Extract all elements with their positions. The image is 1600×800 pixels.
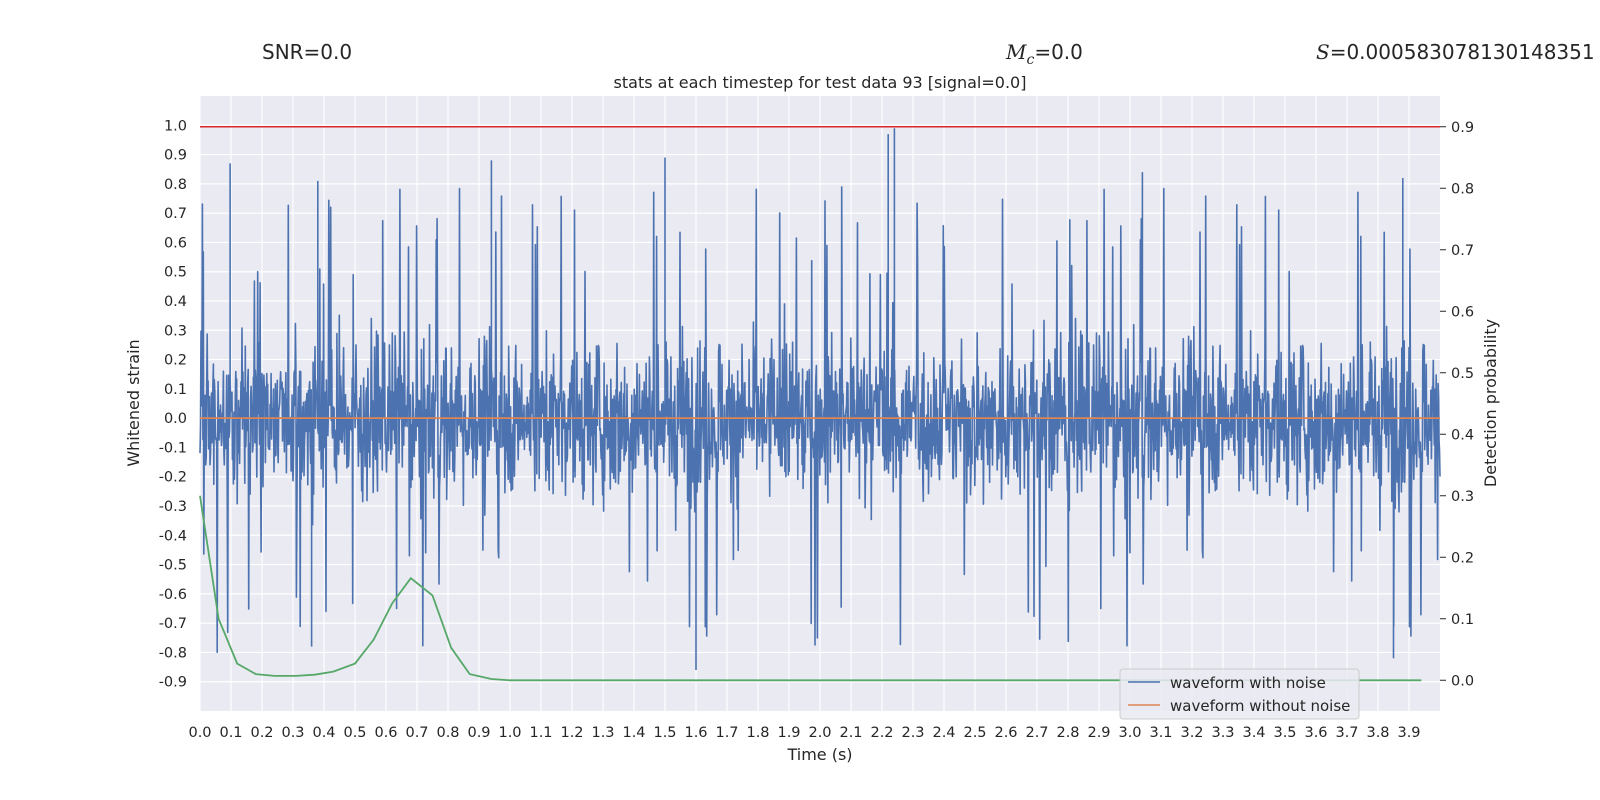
y-tick-label-left: -0.6 [159, 587, 187, 603]
y-tick-label-right: 0.7 [1451, 243, 1474, 259]
x-tick-label: 0.5 [343, 725, 366, 741]
s-symbol: S [1316, 40, 1330, 64]
x-tick-label: 3.4 [1242, 725, 1265, 741]
x-tick-label: 2.9 [1087, 725, 1110, 741]
x-tick-label: 3.0 [1118, 725, 1141, 741]
x-tick-label: 2.0 [808, 725, 831, 741]
x-tick-label: 0.3 [281, 725, 304, 741]
x-tick-label: 0.7 [405, 725, 428, 741]
x-tick-label: 1.1 [529, 725, 552, 741]
x-tick-label: 1.8 [746, 725, 769, 741]
x-tick-label: 2.7 [1025, 725, 1048, 741]
chirp-mass-symbol: M [1006, 40, 1027, 64]
x-tick-label: 3.3 [1211, 725, 1234, 741]
chart-title: stats at each timestep for test data 93 … [614, 73, 1027, 92]
x-tick-label: 3.8 [1366, 725, 1389, 741]
y-tick-label-right: 0.6 [1451, 304, 1474, 320]
y-axis-label-right: Detection probability [1481, 319, 1500, 487]
x-tick-label: 0.6 [374, 725, 397, 741]
chirp-mass-label: Mc=0.0 [1006, 40, 1083, 68]
s-value-label: S=0.000583078130148351 [1316, 40, 1595, 64]
x-tick-label: 1.9 [777, 725, 800, 741]
x-tick-label: 2.8 [1056, 725, 1079, 741]
y-tick-label-right: 0.3 [1451, 489, 1474, 505]
x-axis-label: Time (s) [786, 745, 852, 764]
x-tick-label: 3.7 [1335, 725, 1358, 741]
x-tick-label: 0.4 [312, 725, 335, 741]
waveform-with-noise-line [199, 128, 1441, 670]
chirp-mass-value: =0.0 [1034, 40, 1083, 64]
chirp-mass-subscript: c [1026, 52, 1035, 68]
y-tick-label-right: 0.2 [1451, 550, 1474, 566]
y-tick-label-left: -0.4 [159, 528, 187, 544]
x-tick-label: 2.1 [839, 725, 862, 741]
y-tick-label-left: -0.8 [159, 645, 187, 661]
y-tick-label-left: 1.0 [164, 118, 187, 134]
x-tick-label: 2.4 [932, 725, 955, 741]
noise-waveform [199, 128, 1441, 670]
y-tick-label-left: 0.7 [164, 206, 187, 222]
x-tick-label: 3.6 [1304, 725, 1327, 741]
x-tick-label: 3.5 [1273, 725, 1296, 741]
y-tick-label-left: -0.3 [159, 499, 187, 515]
x-tick-label: 1.0 [498, 725, 521, 741]
y-tick-label-right: 0.4 [1451, 427, 1474, 443]
y-ticks-right: 0.9 0.8 0.7 0.6 0.5 0.4 0.3 0.2 0.1 0.0 [1440, 120, 1474, 689]
y-tick-label-left: 0.6 [164, 235, 187, 251]
x-tick-label: 2.6 [994, 725, 1017, 741]
y-tick-label-right: 0.8 [1451, 181, 1474, 197]
y-tick-label-left: -0.1 [159, 440, 187, 456]
x-tick-label: 1.5 [653, 725, 676, 741]
y-tick-label-left: 0.2 [164, 353, 187, 369]
y-tick-label-left: -0.7 [159, 616, 187, 632]
legend: waveform with noise waveform without noi… [1119, 668, 1360, 720]
x-tick-label: 3.2 [1180, 725, 1203, 741]
x-tick-label: 2.2 [870, 725, 893, 741]
x-tick-label: 1.2 [560, 725, 583, 741]
y-tick-label-left: 0.1 [164, 382, 187, 398]
y-tick-label-left: 0.9 [164, 148, 187, 164]
y-tick-label-left: 0.3 [164, 323, 187, 339]
x-tick-label: 3.9 [1397, 725, 1420, 741]
x-tick-label: 1.4 [622, 725, 645, 741]
x-tick-label: 0.0 [188, 725, 211, 741]
y-tick-label-left: 0.0 [164, 411, 187, 427]
legend-label-noise: waveform with noise [1170, 674, 1326, 692]
x-tick-label: 0.1 [219, 725, 242, 741]
x-tick-label: 0.8 [436, 725, 459, 741]
y-tick-label-left: 0.4 [164, 294, 187, 310]
y-tick-label-right: 0.0 [1451, 673, 1474, 689]
grid [199, 96, 1440, 711]
y-ticks-left: 1.0 0.9 0.8 0.7 0.6 0.5 0.4 0.3 0.2 0.1 0.0 -0.1 -0.… [159, 118, 187, 690]
x-tick-label: 2.5 [963, 725, 986, 741]
x-tick-label: 0.9 [467, 725, 490, 741]
y-tick-label-right: 0.9 [1451, 120, 1474, 136]
snr-label: SNR=0.0 [262, 40, 353, 64]
s-value: =0.000583078130148351 [1329, 40, 1595, 64]
x-ticks: 0.0 0.1 0.2 0.3 0.4 0.5 0.6 0.7 0.8 0.9 1.0 1.1 1.2 1… [188, 725, 1420, 741]
legend-box [1119, 668, 1360, 720]
detection-probability-line [199, 495, 1422, 682]
y-tick-label-left: -0.2 [159, 470, 187, 486]
x-tick-label: 0.2 [250, 725, 273, 741]
x-tick-label: 1.7 [715, 725, 738, 741]
y-tick-label-right: 0.1 [1451, 612, 1474, 628]
y-tick-label-left: 0.8 [164, 177, 187, 193]
series-lines [199, 125, 1440, 682]
x-tick-label: 2.3 [901, 725, 924, 741]
y-tick-label-right: 0.5 [1451, 366, 1474, 382]
y-tick-label-left: -0.9 [159, 675, 187, 691]
x-tick-label: 1.3 [591, 725, 614, 741]
x-tick-label: 1.6 [684, 725, 707, 741]
y-tick-label-left: -0.5 [159, 558, 187, 574]
legend-label-clean: waveform without noise [1170, 697, 1350, 715]
x-tick-label: 3.1 [1149, 725, 1172, 741]
y-axis-label-left: Whitened strain [124, 339, 143, 466]
y-tick-label-left: 0.5 [164, 265, 187, 281]
